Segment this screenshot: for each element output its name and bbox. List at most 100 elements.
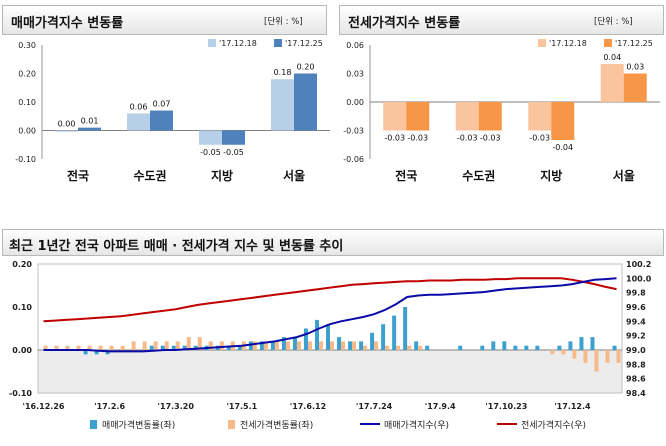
trend-jeonse-bar [175, 341, 180, 350]
trend-sale-bar [590, 337, 595, 350]
trend-jeonse-bar [307, 341, 312, 350]
trend-jeonse-bar [252, 341, 257, 350]
jeonse-change-data-label: -0.03 [407, 134, 428, 143]
trend-jeonse-bar [263, 341, 268, 350]
sale-change-data-label: 0.20 [297, 63, 315, 72]
trend-jeonse-bar [65, 345, 70, 350]
jeonse-change-header: 전세가격지수 변동률 [단위 : %] [339, 5, 664, 35]
sale-change-category-label: 지방 [211, 168, 233, 183]
trend-jeonse-bar [385, 345, 390, 350]
trend-jeonse-bar [274, 341, 279, 350]
trend-jeonse-bar [352, 341, 357, 350]
trend-legend-label: 전세가격변동률(좌) [240, 419, 313, 431]
sale-change-y-tick-label: 0.20 [18, 70, 36, 79]
trend-x-tick-label: '17.9.4 [425, 402, 456, 411]
trend-sale-bar [160, 345, 165, 350]
jeonse-change-bar [478, 102, 502, 131]
trend-jeonse-bar [572, 350, 577, 359]
trend-sale-bar [337, 337, 342, 350]
sale-change-y-tick-label: -0.10 [15, 155, 36, 164]
trend-right-tick-label: 100.2 [626, 260, 651, 269]
trend-left-tick-label: 0.20 [12, 260, 32, 269]
trend-sale-bar [513, 345, 518, 350]
trend-sale-index-line [43, 277, 617, 353]
trend-x-tick-label: '17.7.24 [356, 402, 393, 411]
trend-jeonse-bar [616, 350, 621, 363]
jeonse-change-data-label: -0.03 [529, 134, 550, 143]
jeonse-change-y-tick-label: 0.03 [346, 70, 364, 79]
trend-sale-bar [414, 341, 419, 350]
trend-jeonse-bar [296, 341, 301, 350]
trend-sale-bar [171, 345, 176, 350]
jeonse-change-data-label: -0.03 [384, 134, 405, 143]
trend-legend-label: 매매가격지수(우) [384, 419, 449, 431]
trend-right-tick-label: 99.8 [626, 289, 646, 298]
sale-change-bar [127, 113, 150, 131]
sale-change-category-label: 전국 [67, 168, 89, 183]
jeonse-change-data-label: 0.03 [626, 63, 644, 72]
trend-jeonse-bar [131, 341, 136, 350]
trend-x-tick-label: '16.12.26 [23, 402, 65, 411]
sale-change-data-label: 0.00 [58, 120, 76, 129]
trend-sale-bar [425, 345, 430, 350]
trend-jeonse-bar [153, 341, 158, 350]
trend-jeonse-bar [418, 345, 423, 350]
jeonse-change-y-tick-label: -0.06 [343, 155, 364, 164]
trend-jeonse-bar [120, 345, 125, 350]
sale-change-bar [294, 73, 317, 131]
trend-x-tick-label: '17.5.1 [226, 402, 257, 411]
trend-jeonse-bar [583, 350, 588, 363]
trend-sale-bar [579, 337, 584, 350]
jeonse-change-data-label: 0.04 [603, 53, 621, 62]
sale-change-bar [150, 110, 173, 131]
trend-x-tick-label: '17.12.4 [554, 402, 591, 411]
trend-x-tick-label: '17.6.12 [290, 402, 326, 411]
sale-change-category-label: 서울 [283, 168, 305, 183]
trend-sale-bar [557, 345, 562, 350]
sale-change-bar [199, 130, 222, 145]
trend-sale-bar [370, 332, 375, 350]
jeonse-change-legend-label: '17.12.18 [549, 39, 587, 48]
trend-jeonse-bar [330, 341, 334, 350]
jeonse-change-bar [455, 102, 479, 131]
trend-jeonse-bar [142, 341, 147, 350]
jeonse-change-data-label: -0.03 [480, 134, 501, 143]
jeonse-change-unit: [단위 : %] [594, 17, 633, 27]
trend-jeonse-bar [285, 341, 290, 350]
trend-jeonse-bar [208, 341, 213, 350]
trend-sale-bar [292, 337, 297, 350]
trend-jeonse-index-line [43, 277, 617, 323]
trend-sale-bar [403, 307, 408, 350]
jeonse-change-bar [383, 102, 407, 131]
trend-right-tick-label: 98.8 [626, 360, 646, 369]
sale-change-legend-swatch [274, 39, 282, 47]
trend-jeonse-bar [219, 341, 224, 350]
sale-change-data-label: 0.07 [153, 100, 171, 109]
jeonse-change-legend-swatch [538, 39, 546, 47]
sale-change-bar [222, 130, 245, 145]
trend-sale-bar [281, 337, 286, 350]
sale-change-y-tick-label: 0.10 [18, 98, 36, 107]
trend-jeonse-bar [197, 337, 202, 350]
trend-jeonse-bar [550, 350, 555, 355]
trend-sale-bar [83, 350, 88, 355]
trend-jeonse-bar [164, 341, 169, 350]
jeonse-change-bar [528, 102, 552, 131]
trend-right-tick-label: 98.6 [626, 375, 646, 384]
trend-sale-bar [259, 341, 264, 350]
sale-change-data-label: 0.06 [130, 102, 148, 111]
trend-jeonse-bar [605, 350, 610, 363]
sale-change-category-label: 수도권 [133, 169, 166, 183]
trend-right-tick-label: 99.0 [626, 346, 646, 355]
trend-sale-bar [149, 345, 154, 350]
jeonse-change-bar [551, 102, 575, 140]
trend-sale-bar [303, 328, 308, 350]
jeonse-change-y-tick-label: -0.03 [343, 127, 364, 136]
sale-change-y-tick-label: 0.00 [18, 127, 36, 136]
trend-right-tick-label: 99.6 [626, 303, 646, 312]
jeonse-change-category-label: 전국 [395, 168, 417, 183]
sale-change-legend-label: '17.12.18 [219, 39, 257, 48]
trend-jeonse-bar [186, 337, 191, 350]
jeonse-change-bar [623, 73, 647, 102]
